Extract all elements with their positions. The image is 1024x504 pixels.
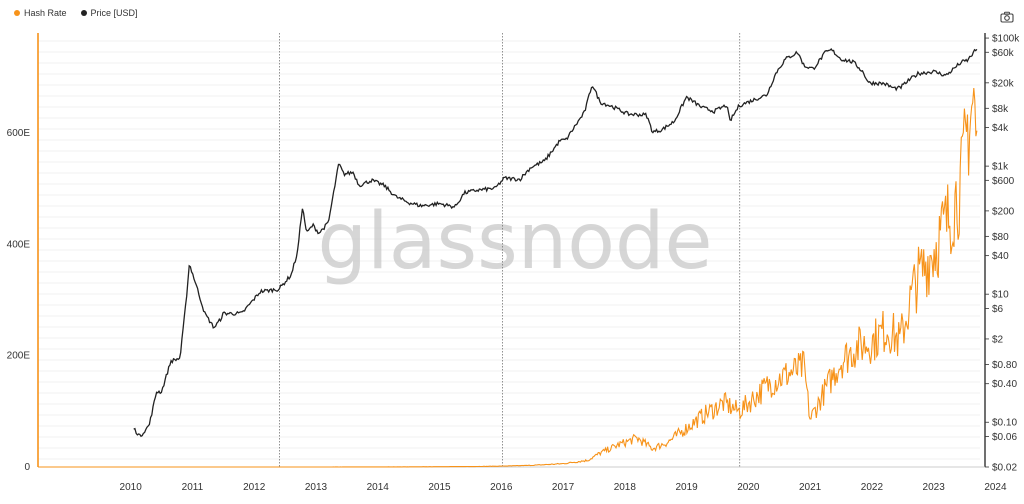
y-left-tick-label: 200E	[7, 351, 31, 362]
y-right-tick-label: $600	[992, 176, 1015, 187]
x-tick-label: 2022	[861, 482, 884, 493]
y-right-tick-label: $80	[992, 232, 1009, 243]
watermark: glassnode	[318, 197, 713, 287]
x-tick-label: 2013	[305, 482, 328, 493]
camera-icon[interactable]	[1000, 10, 1014, 24]
y-right-tick-label: $1k	[992, 162, 1009, 173]
y-right-tick-label: $10	[992, 290, 1009, 301]
y-left-tick-label: 400E	[7, 239, 31, 250]
x-tick-label: 2020	[737, 482, 760, 493]
y-right-tick-label: $0.10	[992, 418, 1017, 429]
y-right-tick-label: $200	[992, 206, 1015, 217]
x-tick-label: 2014	[367, 482, 390, 493]
gridlines	[38, 40, 980, 460]
x-tick-label: 2011	[182, 482, 204, 493]
legend-label-hash-rate: Hash Rate	[24, 8, 67, 18]
y-right-tick-label: $60k	[992, 48, 1015, 59]
price-swatch-icon	[80, 10, 87, 16]
x-tick-label: 2015	[428, 482, 451, 493]
y-left-tick-label: 0	[24, 462, 30, 473]
y-left-tick-label: 600E	[7, 128, 31, 139]
y-right-tick-label: $0.02	[992, 463, 1017, 474]
y-right-tick-label: $0.80	[992, 360, 1017, 371]
y-right-tick-label: $0.40	[992, 379, 1017, 390]
legend-item-hash-rate[interactable]: Hash Rate	[14, 8, 67, 18]
x-tick-label: 2012	[243, 482, 266, 493]
x-tick-label: 2016	[490, 482, 513, 493]
y-right-tick-label: $0.06	[992, 432, 1017, 443]
x-tick-label: 2010	[120, 482, 143, 493]
legend: Hash Rate Price [USD]	[14, 8, 138, 18]
x-tick-label: 2021	[799, 482, 822, 493]
series-hash-rate	[38, 87, 978, 468]
y-right-tick-label: $2	[992, 334, 1004, 345]
series-price	[133, 47, 978, 438]
y-right-tick-label: $8k	[992, 104, 1009, 115]
y-right-tick-label: $100k	[992, 34, 1020, 45]
x-tick-label: 2023	[923, 482, 946, 493]
y-right-tick-label: $40	[992, 251, 1009, 262]
x-tick-label: 2017	[552, 482, 575, 493]
legend-item-price[interactable]: Price [USD]	[80, 8, 138, 18]
y-right-tick-label: $20k	[992, 78, 1015, 89]
hash-rate-swatch-icon	[14, 10, 20, 16]
y-right-tick-label: $4k	[992, 123, 1009, 134]
x-tick-label: 2018	[614, 482, 637, 493]
x-tick-label: 2024	[984, 482, 1007, 493]
x-tick-label: 2019	[675, 482, 698, 493]
y-right-tick-label: $6	[992, 304, 1004, 315]
legend-label-price: Price [USD]	[90, 8, 138, 18]
